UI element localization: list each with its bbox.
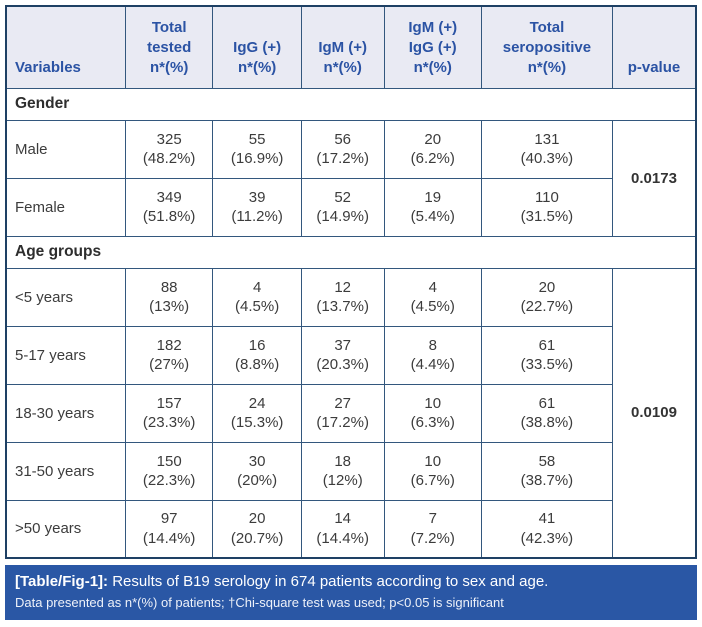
- cell-5-17-igg: 16 (8.8%): [212, 325, 302, 385]
- section-header-gender: Gender: [5, 87, 697, 121]
- cell-under5-igm-igg: 4 (4.5%): [383, 267, 482, 327]
- cell-male-total-seropositive: 131 (40.3%): [480, 119, 613, 179]
- cell-over50-total-seropositive: 41 (42.3%): [480, 499, 613, 559]
- cell-under5-total-tested: 88 (13%): [124, 267, 214, 327]
- column-header-igm-igg: IgM (+) IgG (+) n*(%): [383, 5, 482, 89]
- cell-31-50-total-tested: 150 (22.3%): [124, 441, 214, 501]
- cell-female-igg: 39 (11.2%): [212, 177, 302, 237]
- p-value-gender: 0.0173: [611, 119, 697, 237]
- section-header-age-groups: Age groups: [5, 235, 697, 269]
- cell-31-50-igg: 30 (20%): [212, 441, 302, 501]
- table-row: Male 325 (48.2%) 55 (16.9%) 56 (17.2%) 2…: [5, 119, 697, 237]
- row-label-over-50: >50 years: [5, 499, 126, 559]
- column-header-p-value: p-value: [611, 5, 697, 89]
- cell-female-igm: 52 (14.9%): [300, 177, 385, 237]
- cell-18-30-igg: 24 (15.3%): [212, 383, 302, 443]
- cell-male-total-tested: 325 (48.2%): [124, 119, 214, 179]
- cell-over50-total-tested: 97 (14.4%): [124, 499, 214, 559]
- cell-female-total-tested: 349 (51.8%): [124, 177, 214, 237]
- cell-under5-igg: 4 (4.5%): [212, 267, 302, 327]
- row-label-under-5: <5 years: [5, 267, 126, 327]
- cell-5-17-igm: 37 (20.3%): [300, 325, 385, 385]
- cell-over50-igm-igg: 7 (7.2%): [383, 499, 482, 559]
- section-row-age-groups: Age groups: [5, 235, 697, 269]
- cell-31-50-total-seropositive: 58 (38.7%): [480, 441, 613, 501]
- row-label-18-30: 18-30 years: [5, 383, 126, 443]
- cell-31-50-igm-igg: 10 (6.7%): [383, 441, 482, 501]
- cell-5-17-igm-igg: 8 (4.4%): [383, 325, 482, 385]
- caption-label: [Table/Fig-1]:: [15, 573, 109, 590]
- cell-31-50-igm: 18 (12%): [300, 441, 385, 501]
- cell-5-17-total-seropositive: 61 (33.5%): [480, 325, 613, 385]
- table-row: 18-30 years 157 (23.3%) 24 (15.3%) 27 (1…: [5, 383, 696, 443]
- section-row-gender: Gender: [5, 87, 697, 121]
- row-label-31-50: 31-50 years: [5, 441, 126, 501]
- table-row: 31-50 years 150 (22.3%) 30 (20%) 18 (12%…: [5, 441, 696, 501]
- row-label-female: Female: [5, 177, 126, 237]
- cell-18-30-igm-igg: 10 (6.3%): [383, 383, 482, 443]
- table-row: Female 349 (51.8%) 39 (11.2%) 52 (14.9%)…: [5, 177, 696, 237]
- cell-over50-igm: 14 (14.4%): [300, 499, 385, 559]
- row-label-5-17: 5-17 years: [5, 325, 126, 385]
- table-row: >50 years 97 (14.4%) 20 (20.7%) 14 (14.4…: [5, 499, 696, 559]
- p-value-age-groups: 0.0109: [611, 267, 697, 559]
- cell-18-30-total-tested: 157 (23.3%): [124, 383, 214, 443]
- table-row: 5-17 years 182 (27%) 16 (8.8%) 37 (20.3%…: [5, 325, 696, 385]
- cell-under5-igm: 12 (13.7%): [300, 267, 385, 327]
- cell-over50-igg: 20 (20.7%): [212, 499, 302, 559]
- table-header-row: Variables Total tested n*(%) IgG (+) n*(…: [5, 5, 697, 89]
- table-row: <5 years 88 (13%) 4 (4.5%) 12 (13.7%) 4 …: [5, 267, 697, 559]
- cell-18-30-total-seropositive: 61 (38.8%): [480, 383, 613, 443]
- cell-5-17-total-tested: 182 (27%): [124, 325, 214, 385]
- figure-caption: [Table/Fig-1]: Results of B19 serology i…: [5, 565, 697, 620]
- cell-male-igg: 55 (16.9%): [212, 119, 302, 179]
- caption-title-line: [Table/Fig-1]: Results of B19 serology i…: [15, 572, 687, 592]
- cell-female-total-seropositive: 110 (31.5%): [480, 177, 613, 237]
- row-label-male: Male: [5, 119, 126, 179]
- column-header-total-seropositive: Total seropositive n*(%): [480, 5, 613, 89]
- cell-female-igm-igg: 19 (5.4%): [383, 177, 482, 237]
- cell-male-igm-igg: 20 (6.2%): [383, 119, 482, 179]
- caption-text: Results of B19 serology in 674 patients …: [112, 573, 549, 590]
- column-header-total-tested: Total tested n*(%): [124, 5, 214, 89]
- column-header-igm: IgM (+) n*(%): [300, 5, 385, 89]
- caption-note: Data presented as n*(%) of patients; †Ch…: [15, 594, 504, 610]
- column-header-variables: Variables: [5, 5, 126, 89]
- serology-table: Variables Total tested n*(%) IgG (+) n*(…: [5, 5, 697, 559]
- cell-male-igm: 56 (17.2%): [300, 119, 385, 179]
- column-header-igg: IgG (+) n*(%): [212, 5, 302, 89]
- cell-under5-total-seropositive: 20 (22.7%): [480, 267, 613, 327]
- cell-18-30-igm: 27 (17.2%): [300, 383, 385, 443]
